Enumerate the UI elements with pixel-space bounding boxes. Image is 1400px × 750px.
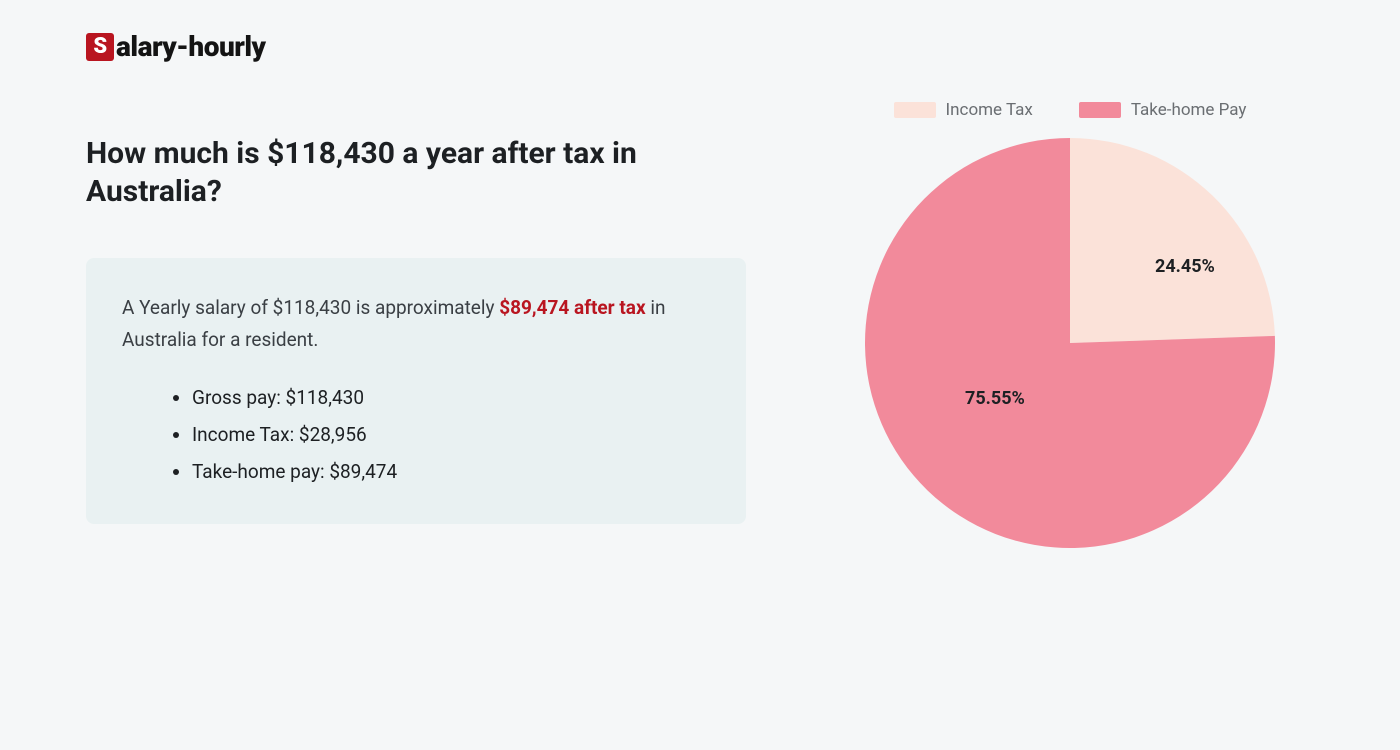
bullet-list: Gross pay: $118,430 Income Tax: $28,956 … (192, 379, 710, 490)
chart-area: Income Tax Take-home Pay 24.45% 75.55% (820, 100, 1320, 548)
summary-text: A Yearly salary of $118,430 is approxima… (122, 292, 710, 357)
legend-label: Income Tax (946, 100, 1033, 120)
pie-svg (865, 138, 1275, 548)
pie-slice-label-income-tax: 24.45% (1155, 256, 1215, 277)
chart-legend: Income Tax Take-home Pay (820, 100, 1320, 120)
pie-chart: 24.45% 75.55% (865, 138, 1275, 548)
legend-item-income-tax: Income Tax (894, 100, 1033, 120)
logo-badge: S (86, 33, 114, 61)
legend-item-take-home: Take-home Pay (1079, 100, 1247, 120)
pie-slice-label-take-home: 75.55% (965, 388, 1025, 409)
pie-slice (1070, 138, 1275, 343)
summary-prefix: A Yearly salary of $118,430 is approxima… (122, 296, 499, 319)
logo-text: alary-hourly (116, 30, 266, 63)
legend-swatch (1079, 102, 1121, 118)
legend-swatch (894, 102, 936, 118)
summary-box: A Yearly salary of $118,430 is approxima… (86, 258, 746, 524)
bullet-item: Income Tax: $28,956 (192, 416, 710, 453)
legend-label: Take-home Pay (1131, 100, 1247, 120)
page-heading: How much is $118,430 a year after tax in… (86, 135, 746, 210)
bullet-item: Take-home pay: $89,474 (192, 453, 710, 490)
summary-highlight: $89,474 after tax (499, 296, 645, 319)
bullet-item: Gross pay: $118,430 (192, 379, 710, 416)
site-logo: S alary-hourly (86, 30, 266, 63)
left-column: How much is $118,430 a year after tax in… (86, 135, 746, 524)
